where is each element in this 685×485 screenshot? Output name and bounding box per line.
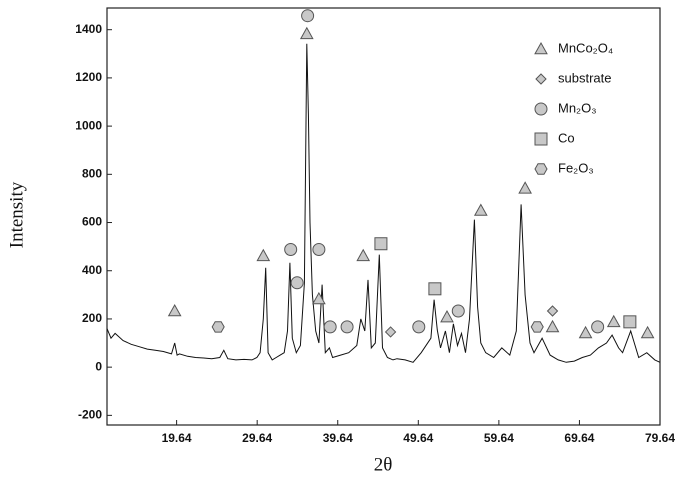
x-tick-label: 79.64	[645, 431, 675, 445]
phase-marker	[167, 303, 182, 317]
legend-symbol	[534, 41, 548, 55]
phase-marker	[374, 237, 388, 251]
plot-frame	[106, 7, 661, 426]
x-tick-label: 59.64	[484, 431, 514, 445]
phase-marker	[384, 326, 397, 338]
phase-marker	[301, 9, 315, 23]
y-tick-label: 200	[82, 311, 102, 325]
phase-marker	[284, 243, 298, 257]
y-tick-label: 0	[95, 359, 102, 373]
phase-marker	[518, 181, 532, 194]
phase-marker	[256, 248, 271, 262]
phase-marker	[428, 282, 442, 296]
phase-marker	[312, 243, 326, 257]
y-tick-label: 1400	[75, 22, 102, 36]
phase-marker	[623, 315, 637, 329]
phase-marker	[578, 325, 593, 339]
phase-marker	[591, 320, 605, 334]
phase-marker	[356, 248, 371, 262]
y-tick-label: -200	[78, 408, 102, 422]
y-tick-label: 600	[82, 215, 102, 229]
phase-marker	[640, 325, 655, 339]
x-tick-label: 69.64	[564, 431, 594, 445]
x-tick-label: 49.64	[403, 431, 433, 445]
y-axis-label: Intensity	[6, 181, 27, 248]
phase-marker	[440, 309, 454, 323]
phase-marker	[290, 276, 304, 290]
legend-label: substrate	[558, 70, 611, 85]
phase-marker	[473, 203, 488, 216]
legend-symbol	[534, 102, 548, 116]
phase-marker	[323, 320, 337, 334]
y-tick-label: 800	[82, 166, 102, 180]
phase-marker	[451, 304, 465, 318]
x-tick-label: 29.64	[242, 431, 272, 445]
x-tick-label: 19.64	[162, 431, 192, 445]
y-tick-label: 1000	[75, 118, 102, 132]
phase-marker	[412, 320, 426, 334]
legend-label: Fe₂O₃	[558, 160, 594, 175]
legend-label: Mn₂O₃	[558, 100, 597, 115]
phase-marker	[211, 321, 225, 333]
phase-marker	[546, 305, 559, 317]
x-axis-label: 2θ	[374, 454, 393, 475]
legend-label: MnCo₂O₄	[558, 40, 613, 55]
legend-symbol	[534, 163, 548, 175]
phase-marker	[312, 291, 326, 305]
y-tick-label: 1200	[75, 70, 102, 84]
phase-marker	[299, 26, 314, 40]
phase-marker	[530, 321, 544, 333]
legend-symbol	[535, 73, 547, 85]
x-tick-label: 39.64	[323, 431, 353, 445]
phase-marker	[545, 319, 560, 333]
legend-symbol	[534, 132, 548, 146]
legend-label: Co	[558, 130, 575, 145]
phase-marker	[340, 320, 354, 334]
phase-marker	[606, 314, 621, 328]
y-tick-label: 400	[82, 263, 102, 277]
spectrum-line	[106, 43, 661, 363]
